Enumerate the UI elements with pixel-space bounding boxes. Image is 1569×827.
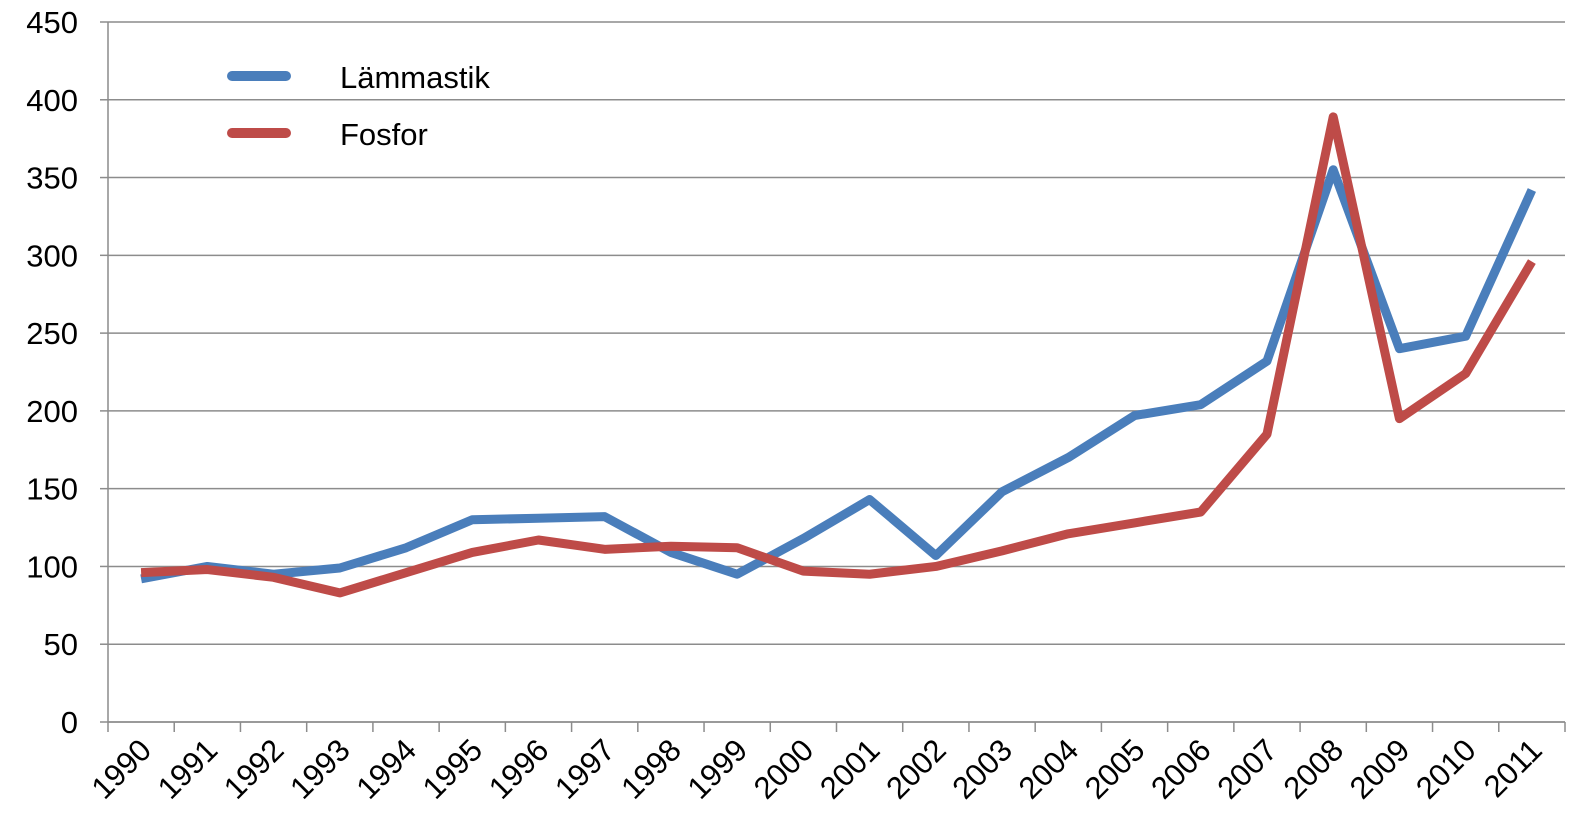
y-tick-label: 200 [26, 394, 78, 429]
legend-label: Fosfor [340, 117, 428, 152]
series-line [140, 112, 1536, 598]
x-tick-label: 2006 [1144, 732, 1218, 806]
x-tick-label: 2008 [1277, 732, 1351, 806]
x-tick-label: 2002 [879, 732, 953, 806]
y-tick-label: 0 [61, 705, 78, 740]
y-tick-label: 450 [26, 5, 78, 40]
x-tick-label: 1990 [85, 732, 159, 806]
x-tick-label: 1998 [614, 732, 688, 806]
x-tick-label: 2003 [946, 732, 1020, 806]
x-tick-label: 1995 [416, 732, 490, 806]
x-tick-label: 2010 [1409, 732, 1483, 806]
series-line [140, 165, 1536, 584]
x-tick-label: 2011 [1477, 732, 1549, 804]
x-tick-label: 1996 [482, 732, 556, 806]
legend-label: Lämmastik [340, 60, 490, 95]
x-tick-label: 1992 [217, 732, 291, 806]
x-tick-label: 1991 [151, 732, 225, 806]
y-tick-label: 300 [26, 238, 78, 273]
x-tick-label: 2007 [1210, 732, 1284, 806]
x-tick-label: 1997 [548, 732, 622, 806]
y-tick-label: 150 [26, 472, 78, 507]
x-tick-label: 2005 [1078, 732, 1152, 806]
y-tick-label: 350 [26, 161, 78, 196]
y-tick-label: 50 [44, 627, 78, 662]
x-tick-label: 2000 [747, 732, 821, 806]
x-tick-label: 1993 [283, 732, 357, 806]
y-tick-label: 250 [26, 316, 78, 351]
y-tick-label: 400 [26, 83, 78, 118]
x-tick-label: 1994 [349, 732, 423, 806]
x-tick-label: 1999 [681, 732, 755, 806]
y-tick-label: 100 [26, 549, 78, 584]
x-tick-label: 2001 [813, 732, 887, 806]
x-tick-label: 2009 [1343, 732, 1417, 806]
x-tick-label: 2004 [1012, 732, 1086, 806]
